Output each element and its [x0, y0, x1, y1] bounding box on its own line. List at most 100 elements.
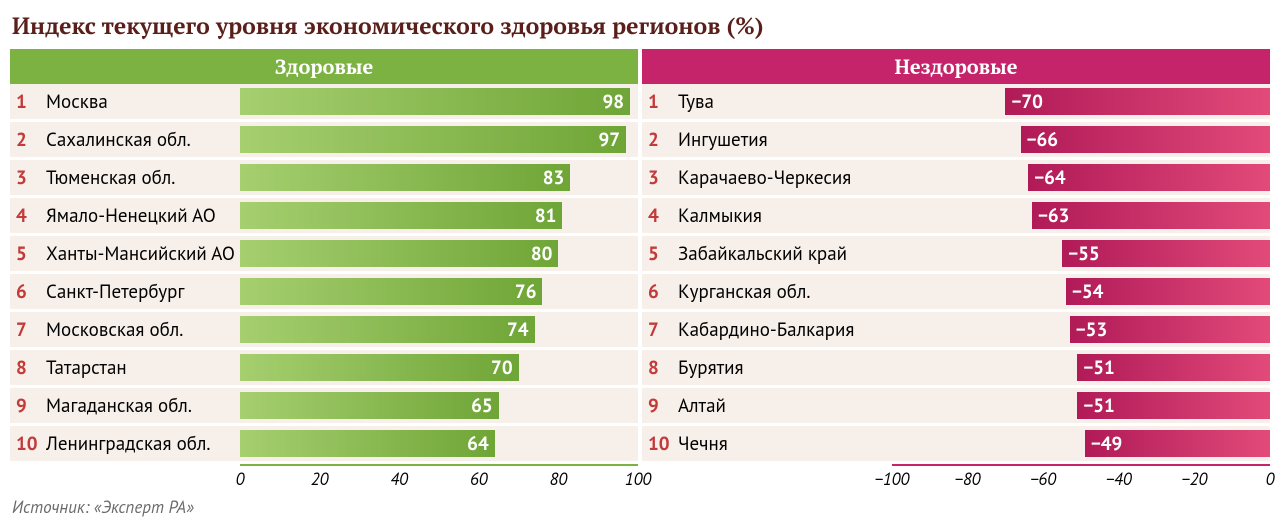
table-row: 5 Забайкальский край −55	[642, 236, 1270, 274]
table-row: 1Москва 98	[10, 84, 638, 122]
rank-number: 7	[16, 318, 36, 342]
bar: −53	[1070, 316, 1270, 343]
rank-number: 7	[648, 318, 668, 342]
bar: 83	[240, 164, 570, 191]
panels-container: Здоровые 1Москва982Сахалинская обл.973Тю…	[0, 49, 1280, 492]
region-name: Ингушетия	[678, 128, 768, 152]
rank-number: 6	[16, 280, 36, 304]
region-name: Калмыкия	[678, 204, 762, 228]
table-row: 1 Тува −70	[642, 84, 1270, 122]
region-name: Карачаево-Черкесия	[678, 166, 851, 190]
region-name: Чечня	[678, 432, 728, 456]
bar-value: 98	[596, 90, 630, 114]
axis-tick: −20	[1181, 468, 1207, 490]
bar: 98	[240, 88, 630, 115]
table-row: 7 Кабардино-Балкария −53	[642, 312, 1270, 350]
axis-tick: −100	[875, 468, 910, 490]
row-label: 1Москва	[10, 84, 240, 119]
axis-tick: −60	[1030, 468, 1056, 490]
table-row: 4 Калмыкия −63	[642, 198, 1270, 236]
bar: 65	[240, 392, 499, 419]
bar: 76	[240, 278, 542, 305]
bar-value: 81	[529, 204, 563, 228]
table-row: 6 Курганская обл. −54	[642, 274, 1270, 312]
table-row: 5Ханты-Мансийский АО 80	[10, 236, 638, 274]
table-row: 8 Бурятия −51	[642, 350, 1270, 388]
row-label: 10Ленинградская обл.	[10, 426, 240, 461]
bar-value: −63	[1032, 204, 1076, 228]
bar-value: −66	[1021, 128, 1065, 152]
rank-number: 9	[16, 394, 36, 418]
rank-number: 1	[16, 90, 36, 114]
rank-number: 2	[16, 128, 36, 152]
rank-number: 5	[16, 242, 36, 266]
table-row: 9Магаданская обл.65	[10, 388, 638, 426]
axis-baseline	[240, 464, 638, 466]
axis-tick: 80	[550, 468, 568, 490]
region-name: Ямало-Ненецкий АО	[46, 204, 216, 228]
region-name: Санкт-Петербург	[46, 280, 184, 304]
bar: −63	[1032, 202, 1270, 229]
rank-number: 1	[648, 90, 668, 114]
row-label: 8 Бурятия	[642, 350, 892, 385]
region-name: Сахалинская обл.	[46, 128, 191, 152]
table-row: 3Карачаево-Черкесия−64	[642, 160, 1270, 198]
region-name: Курганская обл.	[678, 280, 810, 304]
rank-number: 8	[648, 356, 668, 380]
bar: 74	[240, 316, 535, 343]
bar: 81	[240, 202, 562, 229]
table-row: 9Алтай −51	[642, 388, 1270, 426]
bar: −55	[1062, 240, 1270, 267]
rank-number: 6	[648, 280, 668, 304]
axis-tick: −80	[955, 468, 981, 490]
row-label: 3Карачаево-Черкесия	[642, 160, 892, 195]
row-label: 3Тюменская обл.	[10, 160, 240, 195]
rank-number: 4	[648, 204, 668, 228]
table-row: 2 Сахалинская обл. 97	[10, 122, 638, 160]
region-name: Кабардино-Балкария	[678, 318, 854, 342]
bar: 80	[240, 240, 558, 267]
row-label: 8Татарстан	[10, 350, 240, 385]
region-name: Бурятия	[678, 356, 744, 380]
bar-value: −54	[1066, 280, 1110, 304]
row-label: 7 Кабардино-Балкария	[642, 312, 892, 347]
region-name: Забайкальский край	[678, 242, 847, 266]
rank-number: 2	[648, 128, 668, 152]
bar: −66	[1021, 126, 1270, 153]
chart-title: Индекс текущего уровня экономического зд…	[0, 0, 1280, 49]
bar: 70	[240, 354, 519, 381]
region-name: Тува	[678, 90, 714, 114]
rank-number: 10	[16, 432, 36, 456]
row-label: 1 Тува	[642, 84, 892, 119]
bar: 97	[240, 126, 626, 153]
rank-number: 10	[648, 432, 668, 456]
rank-number: 9	[648, 394, 668, 418]
bar-value: 80	[525, 242, 559, 266]
rank-number: 3	[16, 166, 36, 190]
row-label: 7Московская обл.	[10, 312, 240, 347]
rank-number: 5	[648, 242, 668, 266]
row-label: 5Ханты-Мансийский АО	[10, 236, 240, 271]
bar: −51	[1077, 354, 1270, 381]
rows-unhealthy: 1 Тува −70 2 Ингушетия −66 3Карачаево-Черкесия…	[642, 84, 1270, 464]
bar-value: 74	[501, 318, 535, 342]
axis-baseline	[892, 464, 1270, 466]
bar-value: 97	[593, 128, 627, 152]
table-row: 4Ямало-Ненецкий АО81	[10, 198, 638, 236]
axis-tick: −40	[1106, 468, 1132, 490]
row-label: 9Алтай	[642, 388, 892, 423]
x-axis-unhealthy: −100−80−60−40−200	[642, 464, 1270, 492]
bar: 64	[240, 430, 495, 457]
table-row: 3Тюменская обл.83	[10, 160, 638, 198]
bar: −70	[1005, 88, 1270, 115]
bar-value: −51	[1077, 394, 1121, 418]
source-caption: Источник: «Эксперт РА»	[0, 492, 1280, 522]
table-row: 10Чечня−49	[642, 426, 1270, 464]
table-row: 7Московская обл. 74	[10, 312, 638, 350]
axis-tick: 40	[390, 468, 408, 490]
row-label: 2 Сахалинская обл.	[10, 122, 240, 157]
row-label: 6 Санкт-Петербург	[10, 274, 240, 309]
bar: −54	[1066, 278, 1270, 305]
table-row: 6 Санкт-Петербург 76	[10, 274, 638, 312]
axis-tick: 20	[311, 468, 329, 490]
